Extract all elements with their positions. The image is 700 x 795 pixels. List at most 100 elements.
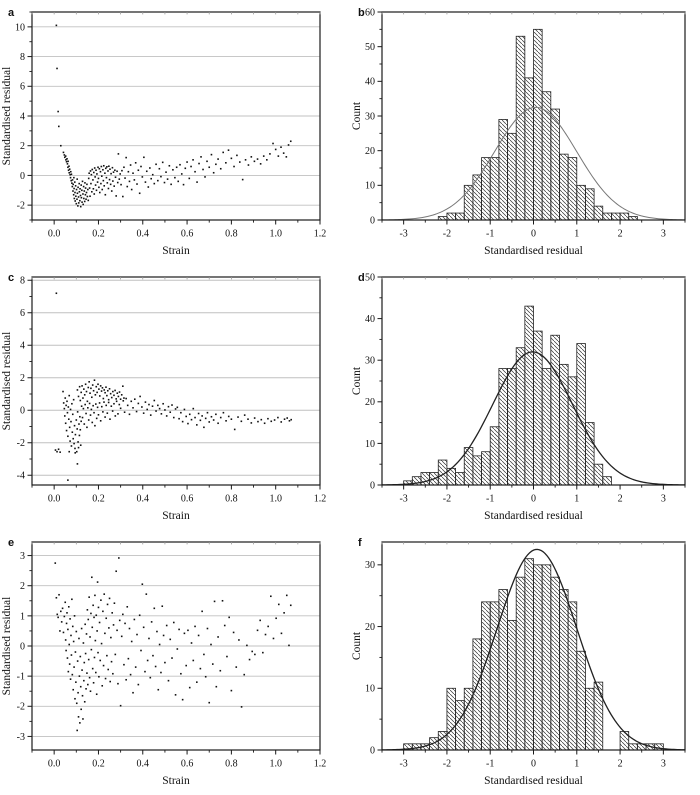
y-axis-title: Standardised residual (1, 597, 13, 696)
y-axis-title: Standardised residual (1, 67, 13, 166)
panel-a-residual-vs-strain-scatter: 0.0 0.2 0.4 0.6 0.8 1.0 1.2 -2 0 2 4 6 8 10 Strain Stan… (0, 0, 350, 265)
scatter-points (54, 557, 292, 732)
svg-text:0.8: 0.8 (225, 229, 238, 240)
svg-text:20: 20 (365, 622, 375, 633)
svg-text:3: 3 (661, 229, 666, 240)
svg-text:-1: -1 (486, 494, 494, 505)
x-axis-title: Standardised residual (484, 775, 583, 787)
svg-text:4: 4 (20, 111, 25, 122)
svg-text:40: 40 (365, 314, 375, 325)
scatter-points (54, 292, 292, 481)
svg-text:0: 0 (370, 745, 375, 756)
axes: 0.0 0.2 0.4 0.6 0.8 1.0 1.2 -3 -2 -1 0 1 2 3 (17, 542, 327, 770)
x-axis-title: Standardised residual (484, 245, 583, 257)
svg-text:1.2: 1.2 (314, 759, 327, 770)
normal-curve (381, 106, 686, 221)
svg-text:0.6: 0.6 (181, 229, 194, 240)
svg-text:30: 30 (365, 111, 375, 122)
svg-text:0.6: 0.6 (181, 759, 194, 770)
svg-text:2: 2 (618, 229, 623, 240)
svg-text:0.0: 0.0 (48, 229, 61, 240)
svg-text:-3: -3 (399, 494, 407, 505)
svg-text:0.6: 0.6 (181, 494, 194, 505)
svg-text:0: 0 (20, 641, 25, 652)
svg-text:-2: -2 (17, 201, 25, 212)
svg-text:1: 1 (574, 494, 579, 505)
y-axis-title: Count (351, 631, 363, 660)
gridlines (32, 555, 320, 737)
normal-curve (381, 351, 686, 486)
axes: 0.0 0.2 0.4 0.6 0.8 1.0 1.2 -4 -2 0 2 4 6 8 (17, 276, 327, 505)
panel-c-plot: 0.0 0.2 0.4 0.6 0.8 1.0 1.2 -4 -2 0 2 4 6 8 Strain Stan… (1, 276, 327, 522)
normal-curve (381, 548, 686, 751)
svg-text:4: 4 (20, 341, 25, 352)
panel-a-plot: 0.0 0.2 0.4 0.6 0.8 1.0 1.2 -2 0 2 4 6 8 10 Strain Stan… (1, 11, 327, 257)
svg-text:60: 60 (365, 7, 375, 18)
panel-e-plot: 0.0 0.2 0.4 0.6 0.8 1.0 1.2 -3 -2 -1 0 1 2 3 Strain Sta… (1, 541, 327, 787)
svg-text:0.8: 0.8 (225, 759, 238, 770)
svg-text:0.2: 0.2 (92, 229, 105, 240)
svg-text:-3: -3 (399, 759, 407, 770)
x-axis-title: Strain (162, 510, 190, 522)
histogram-bars (403, 305, 612, 486)
panel-c-residual-vs-strain-scatter: 0.0 0.2 0.4 0.6 0.8 1.0 1.2 -4 -2 0 2 4 6 8 Strain Stan… (0, 265, 350, 530)
x-axis-title: Standardised residual (484, 510, 583, 522)
svg-text:-3: -3 (399, 229, 407, 240)
svg-text:-1: -1 (486, 229, 494, 240)
gridlines (32, 26, 320, 206)
gridlines (32, 279, 320, 476)
svg-text:1.0: 1.0 (269, 229, 282, 240)
svg-text:1.0: 1.0 (269, 759, 282, 770)
svg-text:2: 2 (20, 581, 25, 592)
y-axis-title: Count (351, 366, 363, 395)
svg-text:1: 1 (574, 229, 579, 240)
svg-text:1.2: 1.2 (314, 494, 327, 505)
panel-f-letter: f (358, 537, 362, 549)
panel-e-letter: e (8, 537, 15, 549)
svg-text:0.4: 0.4 (137, 759, 150, 770)
y-axis-title: Count (351, 101, 363, 130)
svg-text:0.0: 0.0 (48, 494, 61, 505)
svg-text:-1: -1 (17, 672, 25, 683)
y-axis-title: Standardised residual (1, 332, 13, 431)
svg-text:20: 20 (365, 146, 375, 157)
svg-text:-3: -3 (17, 732, 25, 743)
panel-c-letter: c (8, 272, 15, 284)
svg-text:20: 20 (365, 397, 375, 408)
svg-text:-2: -2 (443, 494, 451, 505)
svg-text:3: 3 (661, 494, 666, 505)
svg-text:-2: -2 (443, 759, 451, 770)
panel-f-residual-histogram: -3 -2 -1 0 1 2 3 0 10 20 30 Standardised residual Co… (350, 530, 700, 795)
svg-text:0.4: 0.4 (137, 494, 150, 505)
svg-text:10: 10 (365, 684, 375, 695)
svg-text:40: 40 (365, 77, 375, 88)
svg-text:50: 50 (365, 42, 375, 53)
histogram-bars (437, 28, 638, 221)
svg-text:2: 2 (20, 373, 25, 384)
svg-text:8: 8 (20, 276, 25, 287)
svg-text:3: 3 (661, 759, 666, 770)
svg-text:-4: -4 (17, 471, 25, 482)
svg-text:2: 2 (618, 494, 623, 505)
x-axis-title: Strain (162, 245, 190, 257)
axes: 0.0 0.2 0.4 0.6 0.8 1.0 1.2 -2 0 2 4 6 8 10 (15, 11, 327, 240)
svg-text:0: 0 (370, 215, 375, 226)
svg-text:2: 2 (618, 759, 623, 770)
svg-text:0: 0 (531, 229, 536, 240)
svg-text:0.8: 0.8 (225, 494, 238, 505)
svg-text:0.4: 0.4 (137, 229, 150, 240)
plot-frame (31, 276, 321, 486)
panel-d-residual-histogram: -3 -2 -1 0 1 2 3 0 10 20 30 40 50 Standardised residu… (350, 265, 700, 530)
svg-text:0: 0 (20, 171, 25, 182)
svg-text:1: 1 (574, 759, 579, 770)
svg-text:10: 10 (365, 181, 375, 192)
svg-text:30: 30 (365, 560, 375, 571)
svg-text:1.2: 1.2 (314, 229, 327, 240)
svg-text:10: 10 (365, 439, 375, 450)
svg-text:6: 6 (20, 82, 25, 93)
